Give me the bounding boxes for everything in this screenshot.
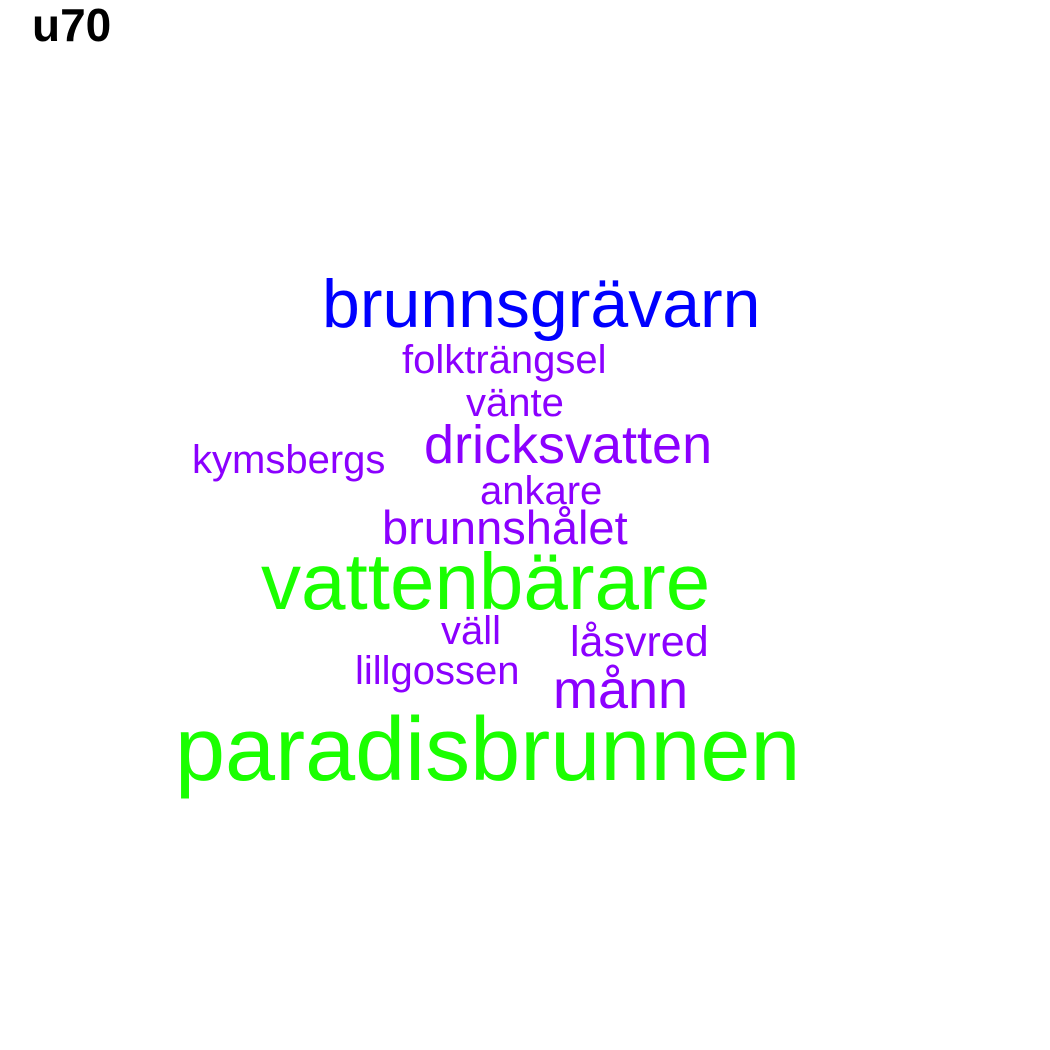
word-ankare: ankare xyxy=(480,469,603,513)
word-vante: vänte xyxy=(466,381,564,425)
word-dricksvatten: dricksvatten xyxy=(424,415,713,475)
word-folktrangsel: folkträngsel xyxy=(402,338,607,382)
word-kymsbergs: kymsbergs xyxy=(192,438,386,482)
word-lillgossen: lillgossen xyxy=(355,649,520,693)
word-mann: månn xyxy=(553,660,689,720)
word-vall: väll xyxy=(441,609,502,653)
word-paradisbrunnen: paradisbrunnen xyxy=(175,700,801,800)
word-lasvred: låsvred xyxy=(570,618,709,666)
word-brunnsgravarn: brunnsgrävarn xyxy=(322,266,761,342)
word-brunnshalet: brunnshålet xyxy=(382,501,628,554)
word-vattenbarare: vattenbärare xyxy=(261,537,711,626)
panel-label: u70 xyxy=(32,0,112,51)
